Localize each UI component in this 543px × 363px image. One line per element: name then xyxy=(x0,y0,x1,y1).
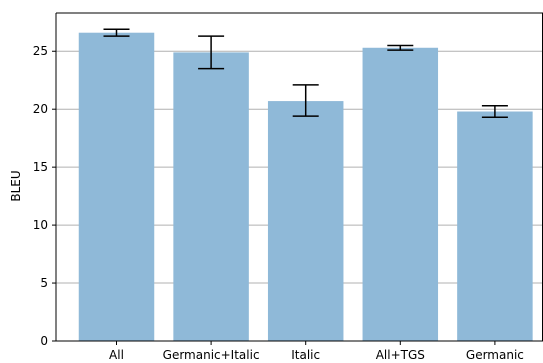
error-bar xyxy=(198,35,225,70)
bar xyxy=(267,101,344,341)
x-tick-label: All xyxy=(109,348,124,362)
x-tick-label: Germanic xyxy=(466,348,524,362)
bar xyxy=(457,111,533,341)
y-tick-label: 0 xyxy=(40,334,48,348)
y-axis-label: BLEU xyxy=(9,170,23,201)
error-bar xyxy=(103,28,130,37)
y-tick-label: 20 xyxy=(33,102,48,116)
bar xyxy=(78,32,155,341)
bar xyxy=(173,52,249,341)
x-tick-label: All+TGS xyxy=(376,348,425,362)
x-ticks: All Germanic+Italic Italic All+TGS Germanic xyxy=(109,341,524,362)
error-bar xyxy=(292,84,319,117)
bar xyxy=(362,47,439,341)
x-tick-label: Germanic+Italic xyxy=(163,348,260,362)
y-tick-label: 10 xyxy=(33,218,48,232)
x-tick-label: Italic xyxy=(291,348,320,362)
bars xyxy=(78,32,533,341)
error-bars xyxy=(103,28,508,119)
y-tick-label: 5 xyxy=(40,276,48,290)
y-ticks: 0 5 10 15 20 25 xyxy=(33,44,56,348)
error-bar xyxy=(481,104,508,119)
y-tick-label: 15 xyxy=(33,160,48,174)
error-bar xyxy=(387,44,414,51)
y-tick-label: 25 xyxy=(33,44,48,58)
